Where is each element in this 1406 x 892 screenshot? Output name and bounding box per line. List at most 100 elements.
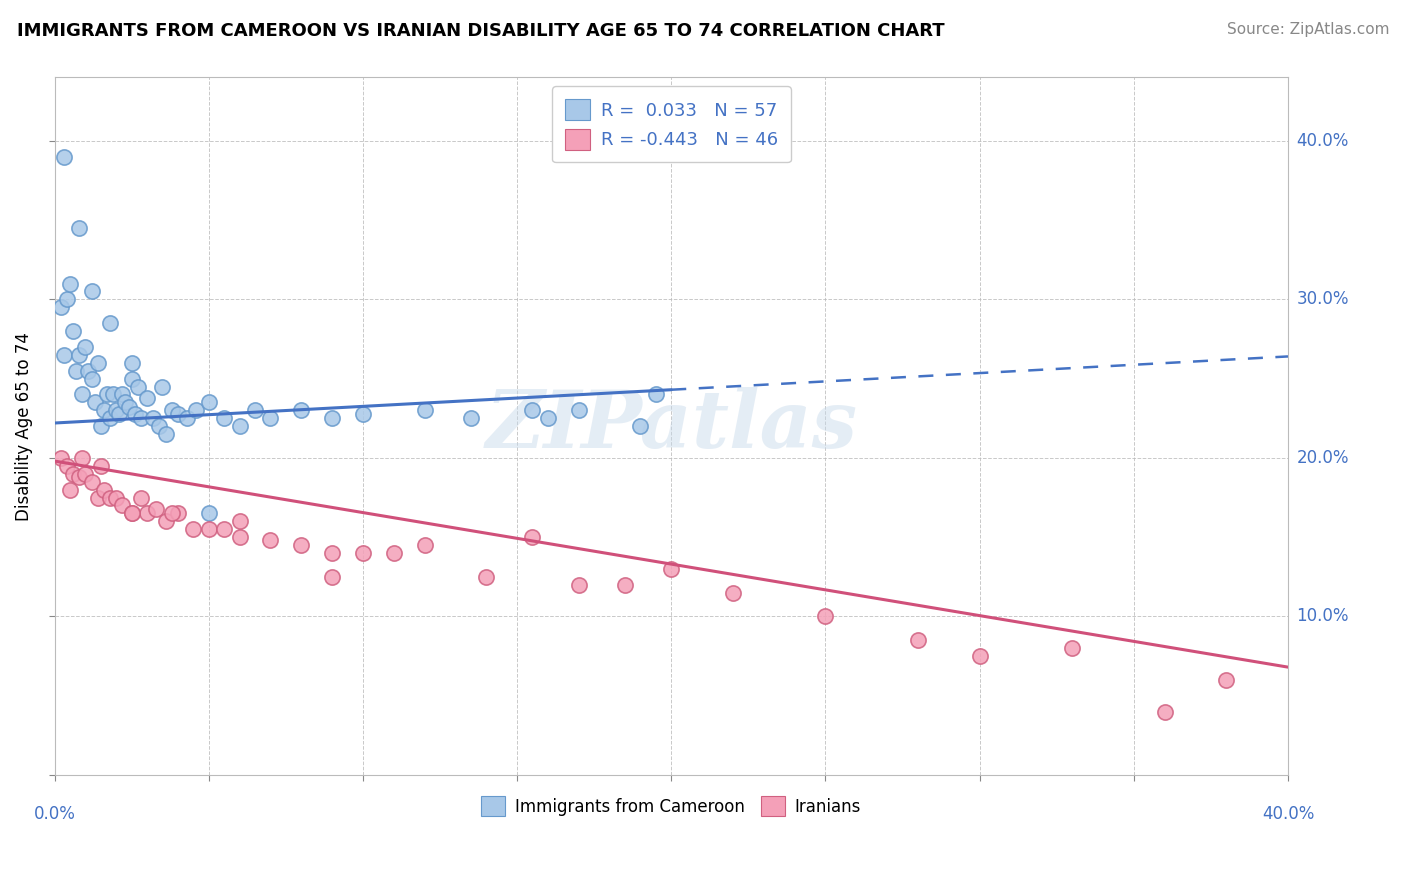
Legend: Immigrants from Cameroon, Iranians: Immigrants from Cameroon, Iranians bbox=[475, 789, 868, 822]
Point bbox=[98, 411, 121, 425]
Point bbox=[413, 538, 436, 552]
Point bbox=[62, 324, 84, 338]
Text: Source: ZipAtlas.com: Source: ZipAtlas.com bbox=[1226, 22, 1389, 37]
Point bbox=[814, 609, 837, 624]
Point bbox=[1062, 641, 1084, 656]
Point bbox=[259, 533, 281, 548]
Point bbox=[628, 419, 651, 434]
Point bbox=[67, 348, 90, 362]
Point bbox=[52, 150, 75, 164]
Point bbox=[659, 562, 682, 576]
Point bbox=[197, 507, 219, 521]
Point bbox=[321, 411, 343, 425]
Point bbox=[197, 522, 219, 536]
Point bbox=[90, 458, 112, 473]
Point bbox=[62, 467, 84, 481]
Point bbox=[80, 475, 103, 489]
Text: ZIPatlas: ZIPatlas bbox=[485, 387, 858, 465]
Point bbox=[136, 507, 159, 521]
Point bbox=[614, 577, 637, 591]
Point bbox=[96, 387, 118, 401]
Point bbox=[228, 514, 250, 528]
Text: 20.0%: 20.0% bbox=[1296, 449, 1348, 467]
Point bbox=[90, 419, 112, 434]
Point bbox=[105, 403, 128, 417]
Point bbox=[460, 411, 482, 425]
Point bbox=[111, 499, 134, 513]
Point bbox=[522, 530, 544, 544]
Point bbox=[114, 395, 136, 409]
Point bbox=[86, 356, 108, 370]
Point bbox=[167, 407, 190, 421]
Point bbox=[152, 379, 174, 393]
Point bbox=[136, 391, 159, 405]
Point bbox=[75, 467, 97, 481]
Point bbox=[160, 403, 183, 417]
Point bbox=[72, 387, 94, 401]
Point bbox=[228, 530, 250, 544]
Point bbox=[155, 514, 177, 528]
Point bbox=[124, 407, 146, 421]
Point bbox=[121, 507, 143, 521]
Point bbox=[537, 411, 560, 425]
Point bbox=[160, 507, 183, 521]
Point bbox=[382, 546, 405, 560]
Point bbox=[80, 285, 103, 299]
Point bbox=[77, 364, 100, 378]
Point bbox=[101, 387, 124, 401]
Point bbox=[121, 356, 143, 370]
Point bbox=[129, 411, 152, 425]
Point bbox=[186, 403, 208, 417]
Point bbox=[59, 277, 82, 291]
Point bbox=[176, 411, 198, 425]
Point bbox=[644, 387, 666, 401]
Point bbox=[568, 577, 591, 591]
Text: 30.0%: 30.0% bbox=[1296, 291, 1348, 309]
Point bbox=[321, 570, 343, 584]
Point bbox=[121, 371, 143, 385]
Point bbox=[86, 491, 108, 505]
Point bbox=[197, 395, 219, 409]
Point bbox=[111, 387, 134, 401]
Point bbox=[475, 570, 498, 584]
Point bbox=[59, 483, 82, 497]
Point bbox=[413, 403, 436, 417]
Text: 40.0%: 40.0% bbox=[1261, 805, 1315, 823]
Point bbox=[108, 407, 131, 421]
Point bbox=[83, 395, 105, 409]
Point bbox=[98, 491, 121, 505]
Point bbox=[93, 483, 115, 497]
Point bbox=[228, 419, 250, 434]
Point bbox=[93, 403, 115, 417]
Text: 0.0%: 0.0% bbox=[34, 805, 76, 823]
Point bbox=[907, 633, 929, 648]
Y-axis label: Disability Age 65 to 74: Disability Age 65 to 74 bbox=[15, 332, 32, 521]
Point bbox=[212, 411, 235, 425]
Text: 10.0%: 10.0% bbox=[1296, 607, 1348, 625]
Point bbox=[352, 407, 374, 421]
Point bbox=[72, 450, 94, 465]
Point bbox=[243, 403, 266, 417]
Point bbox=[121, 507, 143, 521]
Point bbox=[148, 419, 170, 434]
Point bbox=[67, 221, 90, 235]
Point bbox=[167, 507, 190, 521]
Point bbox=[52, 348, 75, 362]
Text: 40.0%: 40.0% bbox=[1296, 132, 1348, 150]
Point bbox=[127, 379, 149, 393]
Point bbox=[117, 400, 139, 414]
Point bbox=[321, 546, 343, 560]
Point bbox=[80, 371, 103, 385]
Point bbox=[212, 522, 235, 536]
Point bbox=[290, 403, 312, 417]
Point bbox=[98, 316, 121, 330]
Point bbox=[352, 546, 374, 560]
Point bbox=[259, 411, 281, 425]
Point bbox=[65, 364, 87, 378]
Point bbox=[49, 300, 72, 314]
Point bbox=[155, 427, 177, 442]
Point bbox=[129, 491, 152, 505]
Point bbox=[969, 648, 991, 663]
Point bbox=[721, 585, 744, 599]
Point bbox=[1215, 673, 1237, 687]
